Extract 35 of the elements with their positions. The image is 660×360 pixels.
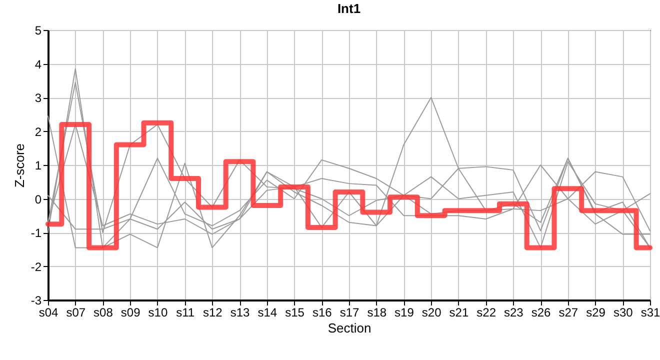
x-tick-label: s15 xyxy=(285,306,305,320)
x-tick-label: s31 xyxy=(640,306,660,320)
y-tick-label: 3 xyxy=(34,91,42,105)
x-tick-label: s10 xyxy=(148,306,168,320)
x-tick-label: s17 xyxy=(340,306,360,320)
x-tick-label: s29 xyxy=(586,306,606,320)
y-axis-title: Z-score xyxy=(12,143,27,188)
x-tick-label: s14 xyxy=(258,306,278,320)
x-tick-label: s08 xyxy=(94,306,114,320)
x-tick-label: s09 xyxy=(120,306,141,320)
x-tick-label: s07 xyxy=(66,306,86,320)
x-tick-label: s20 xyxy=(422,306,442,320)
x-axis-title: Section xyxy=(328,320,372,336)
x-tick-label: s16 xyxy=(312,306,332,320)
y-tick-label: 1 xyxy=(34,158,42,172)
y-tick-label: -1 xyxy=(30,226,42,240)
x-tick-label: s21 xyxy=(449,306,469,320)
x-tick-label: s19 xyxy=(394,306,414,320)
y-tick-label: 2 xyxy=(34,124,42,139)
x-tick-label: s22 xyxy=(476,306,496,320)
x-tick-label: s30 xyxy=(613,306,634,320)
y-tick-label: -2 xyxy=(30,260,42,274)
y-tick-label: 0 xyxy=(34,192,42,206)
x-tick-label: s27 xyxy=(558,306,578,320)
y-tick-label: -3 xyxy=(30,294,42,308)
x-tick-label: s26 xyxy=(531,306,552,320)
x-tick-label: s23 xyxy=(504,306,524,320)
x-tick-label: s04 xyxy=(38,306,58,320)
x-tick-label: s13 xyxy=(230,306,250,320)
x-tick-label: s18 xyxy=(367,306,387,320)
y-tick-label: 5 xyxy=(34,24,42,38)
x-tick-label: s12 xyxy=(203,306,223,320)
x-tick-label: s11 xyxy=(176,306,195,320)
chart-title: Int1 xyxy=(337,1,361,16)
y-tick-label: 4 xyxy=(34,57,42,72)
